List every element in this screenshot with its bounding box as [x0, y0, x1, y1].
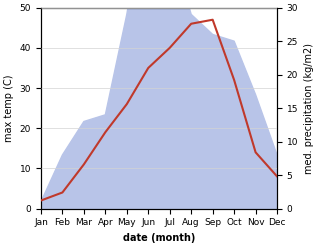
Y-axis label: max temp (C): max temp (C) — [4, 74, 14, 142]
Y-axis label: med. precipitation (kg/m2): med. precipitation (kg/m2) — [304, 43, 314, 174]
X-axis label: date (month): date (month) — [123, 233, 195, 243]
